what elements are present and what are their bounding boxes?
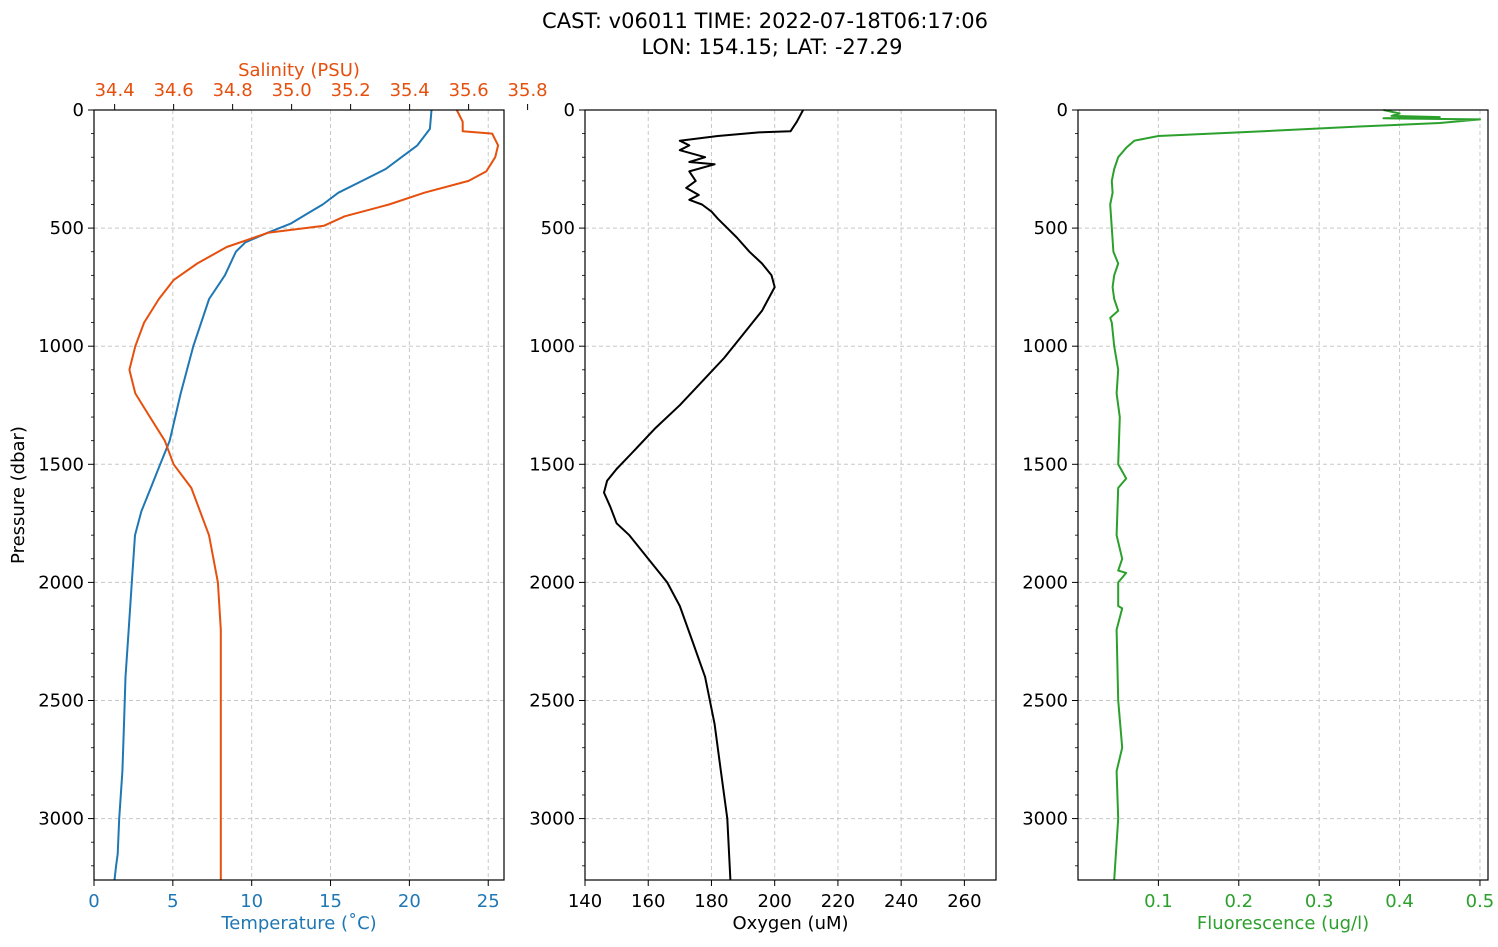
y-tick-label: 2000 xyxy=(1022,572,1068,593)
y-tick-label: 2000 xyxy=(529,572,575,593)
x-axis-label: Oxygen (uM) xyxy=(732,913,848,934)
plot-frame xyxy=(93,109,505,881)
y-tick-label: 1500 xyxy=(1022,454,1068,475)
y-tick-label: 0 xyxy=(73,100,84,121)
y-tick-label: 500 xyxy=(1034,218,1068,239)
y-tick-label: 2500 xyxy=(38,690,84,711)
x-tick-label: 260 xyxy=(947,891,981,912)
salinity-tick-label: 35.0 xyxy=(272,80,312,101)
y-tick-label: 1000 xyxy=(529,336,575,357)
figure-title-line2: LON: 154.15; LAT: -27.29 xyxy=(641,35,902,59)
fluorescence-panel: 0 500 1000 1500 2000 2500 3000 0.1 0.2 0.3 0.4 0.5 F… xyxy=(1022,100,1494,934)
y-tick-label: 1000 xyxy=(1022,336,1068,357)
x-tick-label: 0.1 xyxy=(1144,891,1173,912)
x-tick-label: 160 xyxy=(631,891,665,912)
y-tick-label: 500 xyxy=(541,218,575,239)
plot-frame xyxy=(584,109,997,881)
y-tick-label: 1000 xyxy=(38,336,84,357)
x-tick-label: 10 xyxy=(240,891,263,912)
x-tick-label: 240 xyxy=(884,891,918,912)
salinity-tick-label: 35.8 xyxy=(508,80,548,101)
x-tick-label: 5 xyxy=(167,891,178,912)
x-tick-label: 220 xyxy=(821,891,855,912)
y-tick-label: 2000 xyxy=(38,572,84,593)
salinity-tick-label: 35.4 xyxy=(390,80,430,101)
oxygen-line xyxy=(603,109,804,881)
y-tick-label: 0 xyxy=(1057,100,1068,121)
y-tick-label: 500 xyxy=(50,218,84,239)
salinity-tick-label: 34.8 xyxy=(213,80,253,101)
x-tick-label: 0.2 xyxy=(1224,891,1253,912)
y-tick-label: 2500 xyxy=(1022,690,1068,711)
x-axis-label: Fluorescence (ug/l) xyxy=(1197,913,1369,934)
plot-frame xyxy=(1077,109,1489,881)
salinity-tick-label: 34.4 xyxy=(95,80,135,101)
temperature-line xyxy=(113,109,433,881)
salinity-tick-label: 35.6 xyxy=(449,80,489,101)
y-tick-label: 3000 xyxy=(529,809,575,830)
y-tick-label: 3000 xyxy=(1022,809,1068,830)
y-tick-label: 3000 xyxy=(38,809,84,830)
x-tick-label: 140 xyxy=(568,891,602,912)
x-tick-label: 25 xyxy=(477,891,500,912)
x-axis-label: Temperature (˚C) xyxy=(220,913,376,934)
x-tick-label: 0.3 xyxy=(1305,891,1334,912)
fluorescence-line xyxy=(1109,109,1481,881)
y-tick-label: 0 xyxy=(564,100,575,121)
x-tick-label: 20 xyxy=(398,891,421,912)
y-tick-label: 1500 xyxy=(38,454,84,475)
y-tick-label: 2500 xyxy=(529,690,575,711)
x-tick-label: 0.4 xyxy=(1385,891,1414,912)
temperature-salinity-panel: 0 500 1000 1500 2000 2500 3000 0 5 10 15 20 25 Temper… xyxy=(8,60,548,934)
x-tick-label: 200 xyxy=(758,891,792,912)
y-tick-label: 1500 xyxy=(529,454,575,475)
y-axis-label: Pressure (dbar) xyxy=(8,426,29,564)
salinity-axis-label: Salinity (PSU) xyxy=(238,60,360,81)
oxygen-panel: 0 500 1000 1500 2000 2500 3000 140 160 180 200 220 2… xyxy=(529,100,997,934)
figure-title-line1: CAST: v06011 TIME: 2022-07-18T06:17:06 xyxy=(542,9,988,33)
salinity-tick-label: 34.6 xyxy=(154,80,194,101)
x-tick-label: 0.5 xyxy=(1466,891,1495,912)
salinity-tick-label: 35.2 xyxy=(331,80,371,101)
x-tick-label: 0 xyxy=(88,891,99,912)
x-tick-label: 15 xyxy=(319,891,342,912)
salinity-line xyxy=(128,109,500,880)
x-tick-label: 180 xyxy=(694,891,728,912)
